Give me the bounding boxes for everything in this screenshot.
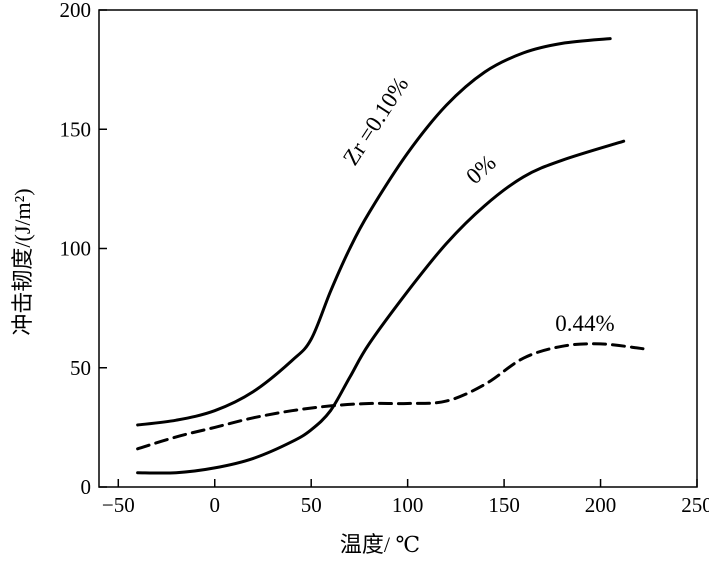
x-tick-label: 250 [681, 493, 709, 517]
x-axis-title: 温度/ ℃ [340, 532, 420, 557]
series-line-0 [136, 139, 626, 475]
series-line-zr-0-10 [136, 37, 612, 427]
y-tick-label: 0 [81, 475, 92, 499]
x-tick-label: 200 [585, 493, 617, 517]
series-lines [136, 37, 645, 475]
x-tick-label: −50 [102, 493, 135, 517]
y-tick-label: 150 [60, 117, 92, 141]
y-tick-label: 50 [70, 356, 91, 380]
x-tick-label: 0 [209, 493, 220, 517]
x-tick-label: 150 [488, 493, 520, 517]
y-axis-title: 冲击韧度/(J/m²) [10, 188, 35, 335]
ticks: −50 0 50 100 150 200 250 0 50 100 150 200 [60, 0, 709, 517]
series-line-0-44 [136, 342, 645, 451]
y-tick-label: 200 [60, 0, 92, 22]
series-label-0-44: 0.44% [555, 311, 614, 336]
x-tick-label: 100 [392, 493, 424, 517]
series-label-zr-0-10: Zr =0.10% [338, 72, 413, 169]
y-tick-label: 100 [60, 237, 92, 261]
x-tick-label: 50 [301, 493, 322, 517]
series-label-0: 0% [461, 150, 501, 189]
